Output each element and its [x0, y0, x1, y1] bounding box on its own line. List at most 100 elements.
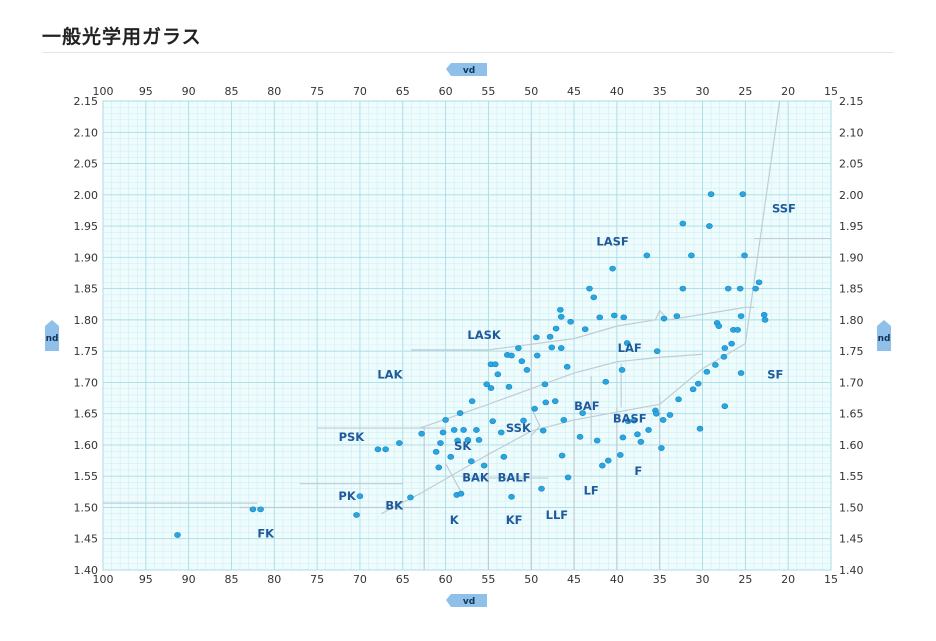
glass-data-point[interactable]	[611, 312, 618, 319]
glass-data-point[interactable]	[407, 494, 414, 501]
x-axis-tag-top[interactable]: vd	[446, 63, 487, 76]
y-axis-tag-right[interactable]: nd	[877, 320, 891, 351]
glass-data-point[interactable]	[689, 386, 697, 393]
glass-data-point[interactable]	[456, 410, 464, 416]
glass-data-point[interactable]	[658, 445, 665, 451]
glass-data-point[interactable]	[660, 315, 668, 322]
glass-data-point[interactable]	[737, 313, 745, 320]
glass-data-point[interactable]	[623, 340, 631, 346]
glass-data-point[interactable]	[696, 425, 704, 432]
glass-data-point[interactable]	[707, 191, 715, 198]
glass-data-point[interactable]	[652, 410, 660, 417]
glass-data-point[interactable]	[564, 474, 572, 481]
y-axis-tag-left[interactable]: nd	[45, 320, 59, 351]
glass-data-point[interactable]	[721, 345, 729, 351]
glass-data-point[interactable]	[454, 437, 461, 444]
glass-data-point[interactable]	[374, 446, 382, 453]
glass-data-point[interactable]	[439, 429, 447, 436]
glass-data-point[interactable]	[645, 427, 652, 433]
glass-data-point[interactable]	[666, 412, 674, 418]
glass-data-point[interactable]	[596, 314, 604, 321]
glass-data-point[interactable]	[523, 366, 531, 373]
glass-data-point[interactable]	[752, 285, 759, 292]
glass-data-point[interactable]	[593, 437, 601, 444]
glass-data-point[interactable]	[741, 252, 748, 259]
glass-data-point[interactable]	[617, 452, 624, 458]
glass-data-point[interactable]	[447, 453, 455, 460]
glass-data-point[interactable]	[500, 453, 508, 460]
glass-data-point[interactable]	[720, 353, 728, 360]
glass-data-point[interactable]	[760, 311, 768, 318]
glass-data-point[interactable]	[518, 358, 526, 365]
glass-data-point[interactable]	[618, 366, 626, 373]
glass-data-point[interactable]	[712, 361, 719, 368]
glass-data-point[interactable]	[437, 440, 444, 446]
glass-data-point[interactable]	[494, 371, 502, 378]
glass-data-point[interactable]	[634, 431, 641, 438]
glass-data-point[interactable]	[538, 485, 545, 492]
glass-data-point[interactable]	[174, 532, 181, 538]
glass-data-point[interactable]	[480, 462, 488, 469]
glass-data-point[interactable]	[257, 506, 264, 513]
glass-data-point[interactable]	[643, 252, 651, 259]
glass-data-point[interactable]	[724, 285, 732, 292]
glass-data-point[interactable]	[418, 430, 425, 437]
glass-data-point[interactable]	[467, 458, 475, 465]
glass-data-point[interactable]	[739, 191, 747, 198]
glass-data-point[interactable]	[630, 417, 638, 424]
glass-data-point[interactable]	[551, 398, 559, 405]
glass-data-point[interactable]	[721, 403, 729, 410]
glass-data-point[interactable]	[706, 223, 713, 229]
glass-data-point[interactable]	[557, 306, 564, 313]
glass-data-point[interactable]	[659, 417, 667, 423]
glass-data-point[interactable]	[464, 437, 472, 443]
glass-data-point[interactable]	[356, 493, 364, 500]
glass-data-point[interactable]	[533, 352, 541, 359]
glass-data-point[interactable]	[483, 381, 490, 388]
glass-data-point[interactable]	[586, 285, 593, 292]
glass-data-point[interactable]	[599, 462, 606, 469]
glass-data-point[interactable]	[491, 361, 499, 368]
glass-data-point[interactable]	[515, 345, 522, 351]
glass-data-point[interactable]	[653, 348, 661, 355]
glass-data-point[interactable]	[508, 352, 515, 359]
glass-data-point[interactable]	[736, 285, 744, 292]
glass-data-point[interactable]	[489, 418, 496, 425]
glass-data-point[interactable]	[675, 396, 682, 403]
glass-data-point[interactable]	[533, 334, 540, 341]
glass-data-point[interactable]	[520, 417, 527, 424]
glass-data-point[interactable]	[460, 427, 467, 433]
glass-data-point[interactable]	[590, 294, 598, 301]
glass-data-point[interactable]	[546, 333, 554, 340]
glass-data-point[interactable]	[688, 252, 695, 259]
glass-data-point[interactable]	[576, 433, 584, 440]
glass-data-point[interactable]	[249, 506, 257, 513]
glass-data-point[interactable]	[435, 464, 443, 471]
glass-data-point[interactable]	[541, 381, 549, 388]
glass-data-point[interactable]	[673, 313, 681, 320]
x-axis-tag-bottom[interactable]: vd	[446, 594, 487, 607]
glass-data-point[interactable]	[755, 279, 763, 286]
glass-data-point[interactable]	[605, 457, 612, 464]
glass-data-point[interactable]	[761, 316, 769, 323]
glass-data-point[interactable]	[619, 434, 627, 441]
glass-data-point[interactable]	[728, 340, 735, 347]
glass-data-point[interactable]	[468, 398, 476, 405]
glass-data-point[interactable]	[567, 318, 574, 325]
glass-data-point[interactable]	[442, 417, 449, 423]
glass-data-point[interactable]	[579, 410, 586, 416]
glass-data-point[interactable]	[609, 265, 616, 272]
glass-data-point[interactable]	[531, 405, 538, 412]
glass-data-point[interactable]	[557, 313, 565, 320]
glass-data-point[interactable]	[487, 385, 495, 391]
glass-data-point[interactable]	[505, 383, 513, 390]
glass-data-point[interactable]	[560, 417, 568, 423]
glass-data-point[interactable]	[457, 490, 465, 497]
glass-data-point[interactable]	[581, 326, 589, 333]
glass-data-point[interactable]	[432, 448, 440, 455]
glass-data-point[interactable]	[679, 220, 687, 227]
glass-data-point[interactable]	[637, 438, 645, 445]
glass-data-point[interactable]	[508, 493, 515, 500]
glass-data-point[interactable]	[396, 440, 403, 446]
glass-data-point[interactable]	[353, 512, 360, 518]
